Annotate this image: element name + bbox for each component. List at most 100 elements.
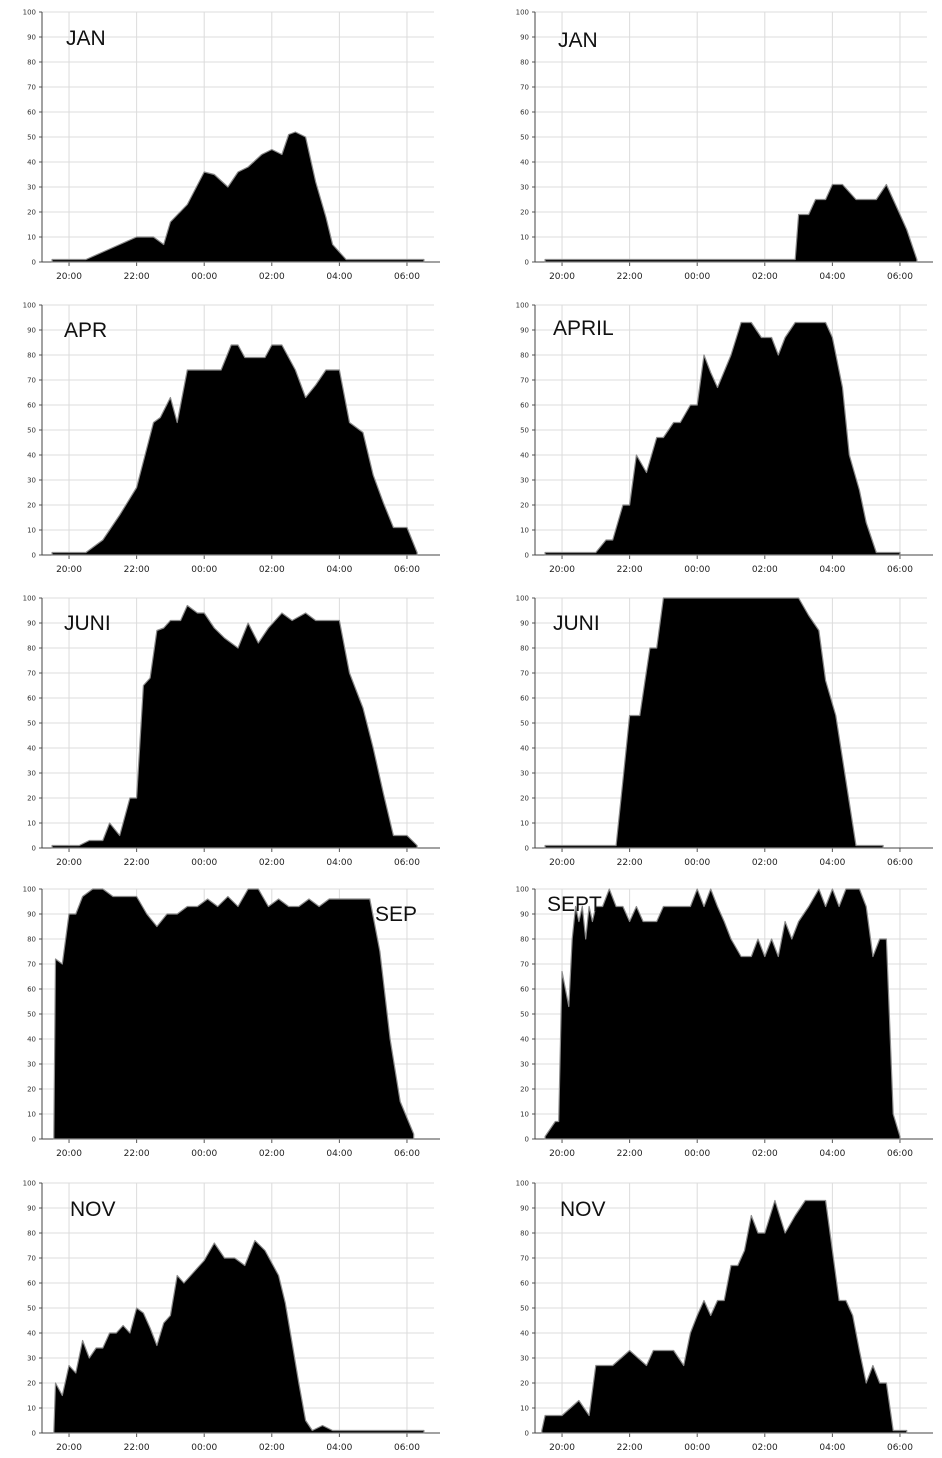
area-series xyxy=(51,604,418,849)
y-tick-label: 0 xyxy=(525,552,529,560)
x-tick-label: 20:00 xyxy=(549,1443,575,1453)
y-tick-label: 70 xyxy=(27,377,36,385)
y-tick-label: 60 xyxy=(520,1280,529,1288)
y-tick-label: 100 xyxy=(516,886,529,894)
x-tick-label: 00:00 xyxy=(684,1443,710,1453)
area-series xyxy=(544,597,884,849)
y-tick-label: 30 xyxy=(27,184,36,192)
x-tick-label: 06:00 xyxy=(887,1149,913,1159)
y-tick-label: 90 xyxy=(27,34,36,42)
x-tick-label: 22:00 xyxy=(124,565,150,575)
x-tick-label: 00:00 xyxy=(684,565,710,575)
x-tick-label: 00:00 xyxy=(191,272,217,282)
chart-panel: 0 10 20 30 40 50 60 70 80 90 100 20:00 22:00 00:00 02:… xyxy=(516,886,933,1159)
y-tick-label: 0 xyxy=(32,1136,36,1144)
x-tick-label: 02:00 xyxy=(752,1149,778,1159)
y-tick-label: 60 xyxy=(520,986,529,994)
y-tick-label: 0 xyxy=(525,1136,529,1144)
chart-title: NOV xyxy=(70,1198,116,1221)
y-tick-label: 60 xyxy=(27,402,36,410)
chart-panel: 0 10 20 30 40 50 60 70 80 90 100 20:00 22:00 00:00 02:… xyxy=(23,1180,440,1453)
y-tick-label: 90 xyxy=(27,1205,36,1213)
x-tick-label: 02:00 xyxy=(752,272,778,282)
chart-panel: 0 10 20 30 40 50 60 70 80 90 100 20:00 22:00 00:00 02:… xyxy=(23,9,440,282)
x-tick-label: 04:00 xyxy=(819,1149,845,1159)
x-tick-label: 06:00 xyxy=(394,272,420,282)
chart-panel: 0 10 20 30 40 50 60 70 80 90 100 20:00 22:00 00:00 02:… xyxy=(23,595,440,868)
y-tick-label: 100 xyxy=(516,1180,529,1188)
x-tick-label: 20:00 xyxy=(56,858,82,868)
y-tick-label: 70 xyxy=(520,377,529,385)
y-tick-label: 90 xyxy=(27,911,36,919)
y-tick-label: 20 xyxy=(27,209,36,217)
y-tick-label: 40 xyxy=(27,1036,36,1044)
y-tick-label: 0 xyxy=(525,259,529,267)
y-tick-label: 90 xyxy=(520,620,529,628)
x-tick-label: 06:00 xyxy=(394,1149,420,1159)
y-tick-label: 20 xyxy=(520,209,529,217)
y-tick-label: 50 xyxy=(27,1305,36,1313)
y-tick-label: 60 xyxy=(520,695,529,703)
x-tick-label: 06:00 xyxy=(394,1443,420,1453)
y-tick-label: 10 xyxy=(27,234,36,242)
chart-title: JAN xyxy=(558,29,598,52)
y-tick-label: 70 xyxy=(27,961,36,969)
x-tick-label: 22:00 xyxy=(124,272,150,282)
y-tick-label: 60 xyxy=(520,109,529,117)
area-series xyxy=(541,1199,908,1434)
x-tick-label: 20:00 xyxy=(549,1149,575,1159)
y-tick-label: 80 xyxy=(520,1230,529,1238)
y-tick-label: 50 xyxy=(520,134,529,142)
x-tick-label: 00:00 xyxy=(191,1443,217,1453)
y-tick-label: 80 xyxy=(27,59,36,67)
y-tick-label: 40 xyxy=(27,745,36,753)
x-tick-label: 22:00 xyxy=(617,1443,643,1453)
y-tick-label: 80 xyxy=(520,936,529,944)
y-tick-label: 80 xyxy=(520,645,529,653)
y-tick-label: 100 xyxy=(516,9,529,17)
x-tick-label: 00:00 xyxy=(684,272,710,282)
y-tick-label: 30 xyxy=(520,1355,529,1363)
x-tick-label: 06:00 xyxy=(394,565,420,575)
y-tick-label: 0 xyxy=(32,845,36,853)
x-tick-label: 22:00 xyxy=(617,858,643,868)
y-tick-label: 30 xyxy=(27,770,36,778)
y-tick-label: 90 xyxy=(27,620,36,628)
area-series xyxy=(51,131,425,263)
y-tick-label: 80 xyxy=(27,352,36,360)
x-tick-label: 06:00 xyxy=(887,272,913,282)
x-tick-label: 00:00 xyxy=(684,1149,710,1159)
y-tick-label: 50 xyxy=(520,1305,529,1313)
y-tick-label: 10 xyxy=(520,1111,529,1119)
y-tick-label: 60 xyxy=(27,695,36,703)
x-tick-label: 06:00 xyxy=(887,1443,913,1453)
y-tick-label: 60 xyxy=(520,402,529,410)
area-series xyxy=(51,344,418,556)
chart-title: SEPT xyxy=(547,893,602,916)
y-tick-label: 100 xyxy=(23,302,36,310)
y-tick-label: 70 xyxy=(520,84,529,92)
x-tick-label: 22:00 xyxy=(124,1443,150,1453)
y-tick-label: 100 xyxy=(23,1180,36,1188)
y-tick-label: 40 xyxy=(27,1330,36,1338)
y-tick-label: 50 xyxy=(520,1011,529,1019)
y-tick-label: 20 xyxy=(27,1380,36,1388)
chart-title: APRIL xyxy=(553,317,614,340)
y-tick-label: 0 xyxy=(32,259,36,267)
x-tick-label: 20:00 xyxy=(56,565,82,575)
x-tick-label: 20:00 xyxy=(549,272,575,282)
y-tick-label: 90 xyxy=(27,327,36,335)
area-series xyxy=(544,888,901,1140)
y-tick-label: 30 xyxy=(27,1061,36,1069)
x-tick-label: 04:00 xyxy=(819,1443,845,1453)
x-tick-label: 04:00 xyxy=(819,565,845,575)
y-tick-label: 60 xyxy=(27,1280,36,1288)
y-tick-label: 100 xyxy=(23,595,36,603)
y-tick-label: 90 xyxy=(520,327,529,335)
x-tick-label: 22:00 xyxy=(124,858,150,868)
y-tick-label: 30 xyxy=(520,477,529,485)
x-tick-label: 00:00 xyxy=(684,858,710,868)
y-tick-label: 30 xyxy=(27,1355,36,1363)
y-tick-label: 30 xyxy=(520,184,529,192)
y-tick-label: 50 xyxy=(520,720,529,728)
